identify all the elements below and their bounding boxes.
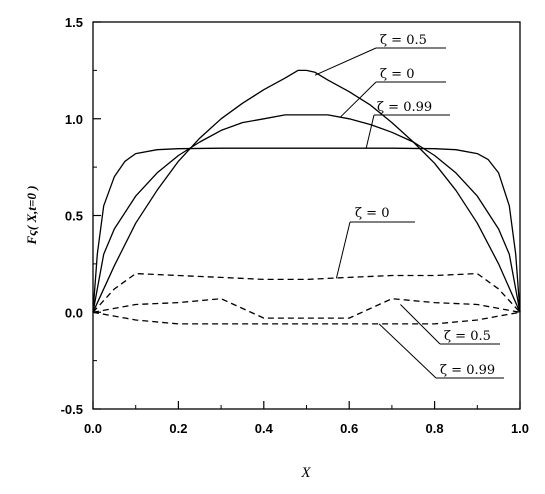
series-line-3-dashed xyxy=(92,272,521,313)
y-tick-label: 0.0 xyxy=(65,305,83,320)
ticks: 0.0 0.2 0.4 0.6 0.8 1.0-0.50.00.51.01.5 xyxy=(61,15,529,436)
annotation-leader xyxy=(340,81,377,118)
annotation-label: ζ = 0.99 xyxy=(440,363,495,378)
annotation-leader xyxy=(378,323,437,379)
annotation-leader xyxy=(365,114,375,148)
series-line-1-solid xyxy=(92,114,521,313)
y-tick-label: 1.5 xyxy=(65,15,83,30)
y-tick-label: -0.5 xyxy=(61,402,83,417)
annotation-label: ζ = 0.99 xyxy=(377,100,432,115)
series-line-0-solid xyxy=(92,69,521,313)
x-tick-label: 0.8 xyxy=(426,421,444,436)
annotation-leader xyxy=(400,304,441,345)
x-tick-label: 0.0 xyxy=(84,421,102,436)
y-tick-label: 1.0 xyxy=(65,112,83,127)
x-tick-label: 0.6 xyxy=(340,421,358,436)
x-tick-label: 0.2 xyxy=(169,421,187,436)
annotation-label: ζ = 0 xyxy=(380,67,414,82)
annotations-group: ζ = 0.5 ζ = 0 ζ = 0.99 ζ = 0 ζ = 0.5 ζ = 0.99 xyxy=(314,33,504,379)
annotation-leader xyxy=(335,221,351,279)
y-tick-label: 0.5 xyxy=(65,209,83,224)
plot-frame xyxy=(92,21,521,410)
series-line-2-solid xyxy=(92,147,521,313)
y-axis-label: Fς( X,t=0 ) xyxy=(24,185,39,245)
annotation-label: ζ = 0.5 xyxy=(444,329,491,344)
series-group xyxy=(92,69,521,325)
series-line-5-dashed xyxy=(92,311,521,325)
annotation-label: ζ = 0 xyxy=(355,206,389,221)
x-tick-label: 0.4 xyxy=(255,421,274,436)
annotation-leader xyxy=(314,47,377,76)
series-line-4-dashed xyxy=(92,298,521,319)
x-tick-label: 1.0 xyxy=(511,421,529,436)
x-axis-label: X xyxy=(300,465,311,481)
annotation-label: ζ = 0.5 xyxy=(380,33,427,48)
